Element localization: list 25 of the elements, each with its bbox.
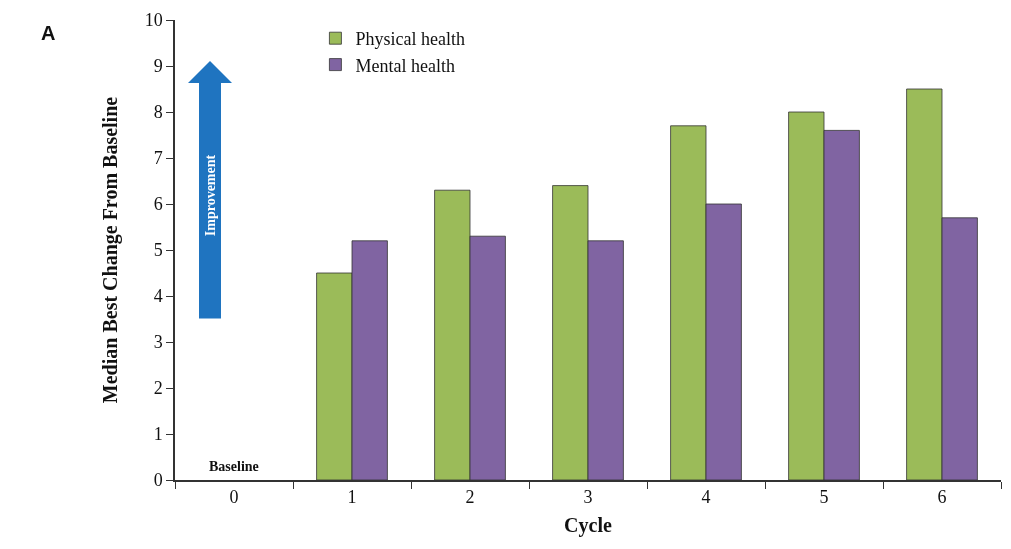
annotation: Improvement [202,154,218,237]
text: A [41,22,56,44]
x-tick-label: 0 [229,487,239,508]
legend-label: Physical health [355,29,465,50]
y-tick-label: 3 [153,332,163,353]
x-tick-label: 2 [465,487,475,508]
x-tick-label: 6 [937,487,947,508]
x-tick-label: 4 [701,487,711,508]
y-tick-label: 2 [153,378,163,399]
y-tick-label: 8 [153,102,163,123]
annotation: Baseline [209,459,259,474]
y-tick-label: 6 [153,194,163,215]
y-tick-label: 5 [153,240,163,261]
x-tick-label: 1 [347,487,357,508]
x-tick-label: 5 [819,487,829,508]
y-axis-title: Median Best Change From Baseline [98,96,122,404]
y-tick-label: 1 [153,424,163,445]
x-axis-title: Cycle [564,514,612,538]
x-tick-label: 3 [583,487,593,508]
y-tick-label: 9 [153,56,163,77]
y-tick-label: 4 [153,286,163,307]
legend-label: Mental health [355,55,455,76]
y-tick-label: 0 [153,470,163,491]
y-tick-label: 10 [144,10,163,31]
y-tick-label: 7 [153,148,163,169]
